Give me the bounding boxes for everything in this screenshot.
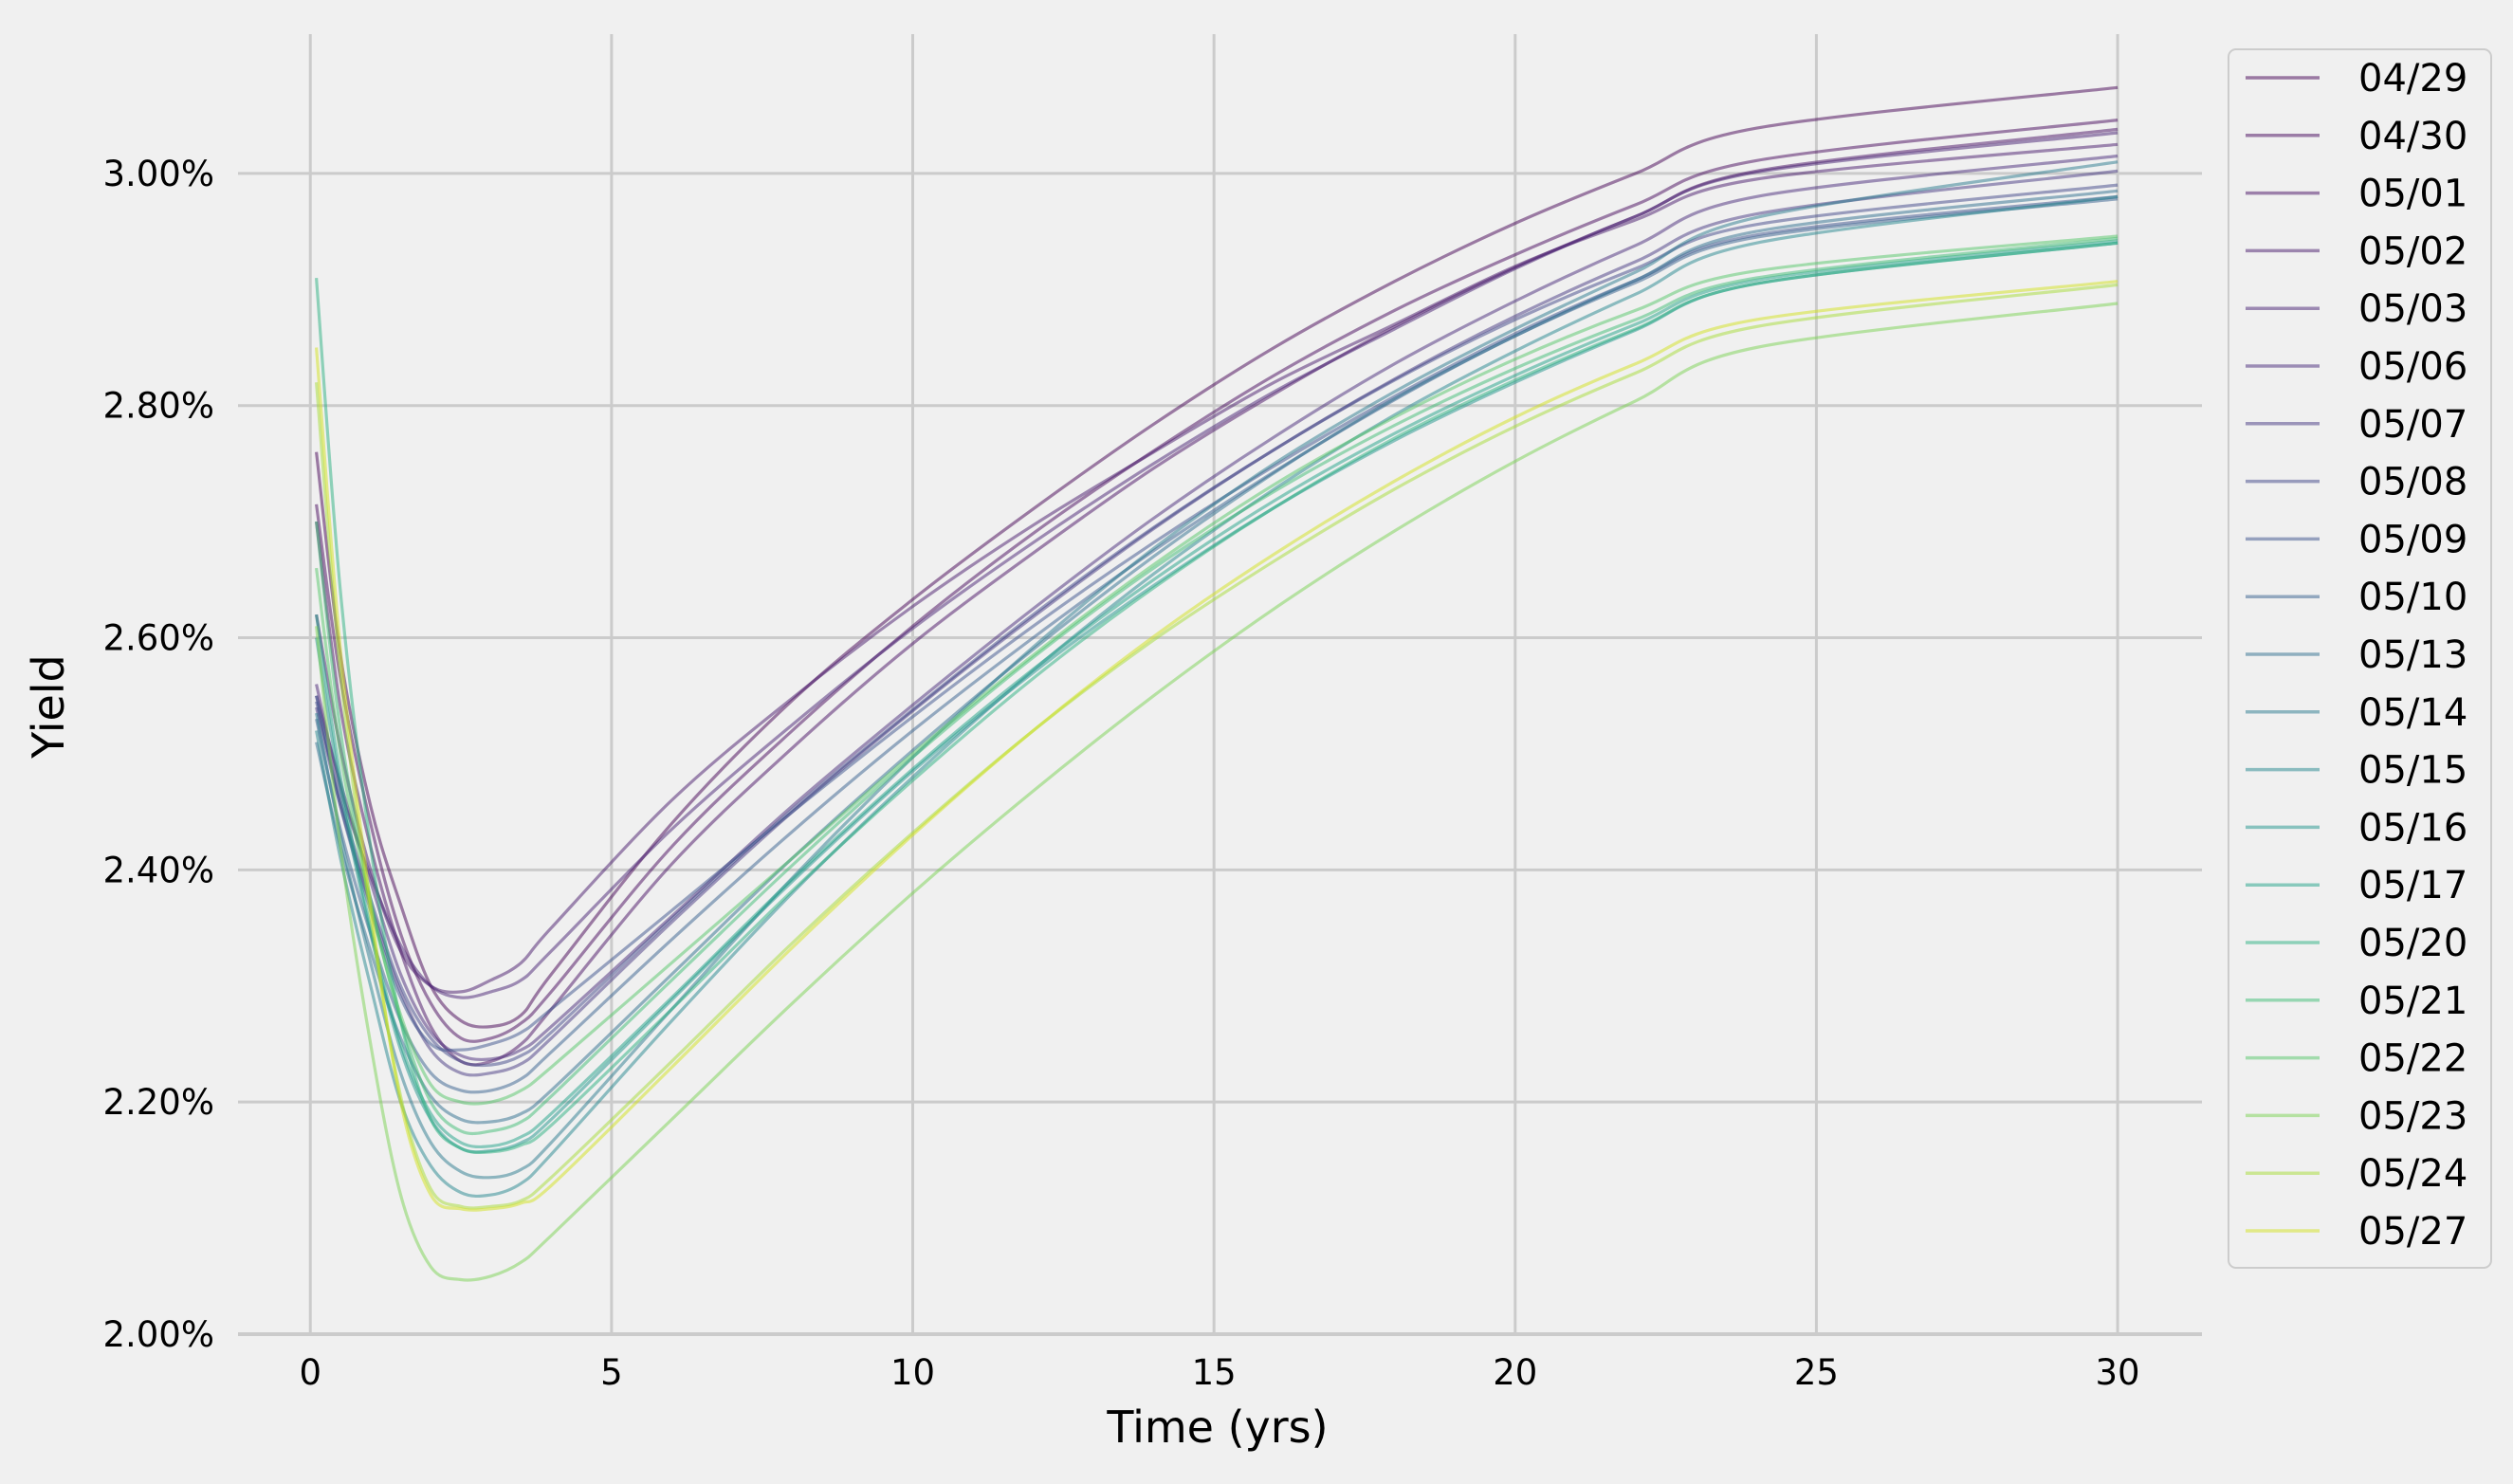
legend-label: 05/13 [2358,633,2467,677]
series-line-05-06 [315,154,2119,1062]
legend-item: 05/06 [2246,345,2467,389]
legend-label: 05/27 [2358,1210,2467,1254]
series-line-05-08 [315,183,2119,1068]
legend-label: 05/01 [2358,173,2467,216]
series-line-05-14 [315,160,2119,1180]
legend-label: 05/23 [2358,1094,2467,1138]
legend-label: 05/02 [2358,229,2467,273]
legend-label: 05/20 [2358,922,2467,965]
legend-label: 05/17 [2358,864,2467,907]
x-tick-label: 20 [1493,1352,1537,1393]
legend-label: 05/03 [2358,287,2467,331]
x-tick-label: 25 [1794,1352,1839,1393]
series-line-05-20 [315,241,2119,1155]
series-line-05-27 [315,280,2119,1212]
legend-item: 05/03 [2246,287,2467,331]
legend-item: 05/10 [2246,576,2467,619]
y-axis-title: Yield [23,654,74,760]
legend-item: 05/07 [2246,403,2467,447]
legend-item: 05/14 [2246,691,2467,735]
legend-item: 05/27 [2246,1210,2467,1254]
legend-item: 04/30 [2246,115,2467,158]
legend-label: 05/22 [2358,1037,2467,1081]
x-axis-ticks: 0 5 10 15 20 25 30 [299,1352,2139,1393]
legend-item: 05/01 [2246,173,2467,216]
series-line-05-03 [315,131,2119,999]
series-line-05-23 [315,302,2119,1282]
legend-label: 05/24 [2358,1152,2467,1196]
legend-item: 05/20 [2246,922,2467,965]
legend-label: 05/21 [2358,980,2467,1023]
legend-item: 05/02 [2246,229,2467,273]
legend-label: 05/09 [2358,518,2467,561]
legend-item: 05/21 [2246,980,2467,1023]
x-tick-label: 0 [299,1352,321,1393]
legend-item: 05/13 [2246,633,2467,677]
y-tick-label: 2.40% [102,850,214,890]
series-line-05-17 [315,239,2119,1149]
legend-item: 05/22 [2246,1037,2467,1081]
legend-label: 05/08 [2358,461,2467,504]
x-tick-label: 10 [890,1352,935,1393]
y-tick-label: 2.80% [102,386,214,427]
legend-label: 04/30 [2358,115,2467,158]
legend-item: 05/24 [2246,1152,2467,1196]
y-tick-label: 2.20% [102,1082,214,1123]
grid [238,34,2202,1334]
legend-item: 05/16 [2246,806,2467,850]
legend-items: 04/29 04/30 05/01 05/02 05/03 05/06 05/07 05/08… [2246,57,2467,1254]
legend-label: 05/06 [2358,345,2467,389]
series-line-05-16 [315,241,2119,1154]
legend-item: 05/17 [2246,864,2467,907]
y-tick-label: 2.60% [102,618,214,659]
x-tick-label: 30 [2096,1352,2140,1393]
series-lines [315,85,2119,1282]
series-line-04-30 [315,119,2119,1043]
legend-label: 05/10 [2358,576,2467,619]
legend-label: 05/16 [2358,806,2467,850]
legend: 04/29 04/30 05/01 05/02 05/03 05/06 05/07 05/08… [2228,48,2492,1269]
y-tick-label: 3.00% [102,154,214,194]
y-axis-ticks: 2.00% 2.20% 2.40% 2.60% 2.80% 3.00% [102,154,214,1355]
legend-item: 05/23 [2246,1094,2467,1138]
legend-item: 05/15 [2246,749,2467,793]
legend-label: 05/07 [2358,403,2467,447]
x-axis-title: Time (yrs) [1106,1402,1328,1453]
legend-item: 04/29 [2246,57,2467,101]
legend-label: 05/15 [2358,749,2467,793]
x-tick-label: 5 [600,1352,623,1393]
series-line-05-22 [315,234,2119,1106]
legend-item: 05/09 [2246,518,2467,561]
y-tick-label: 2.00% [102,1314,214,1355]
legend-label: 04/29 [2358,57,2467,101]
legend-item: 05/08 [2246,461,2467,504]
legend-label: 05/14 [2358,691,2467,735]
legend-frame [2228,48,2492,1269]
series-line-05-21 [315,236,2119,1136]
x-tick-label: 15 [1192,1352,1237,1393]
